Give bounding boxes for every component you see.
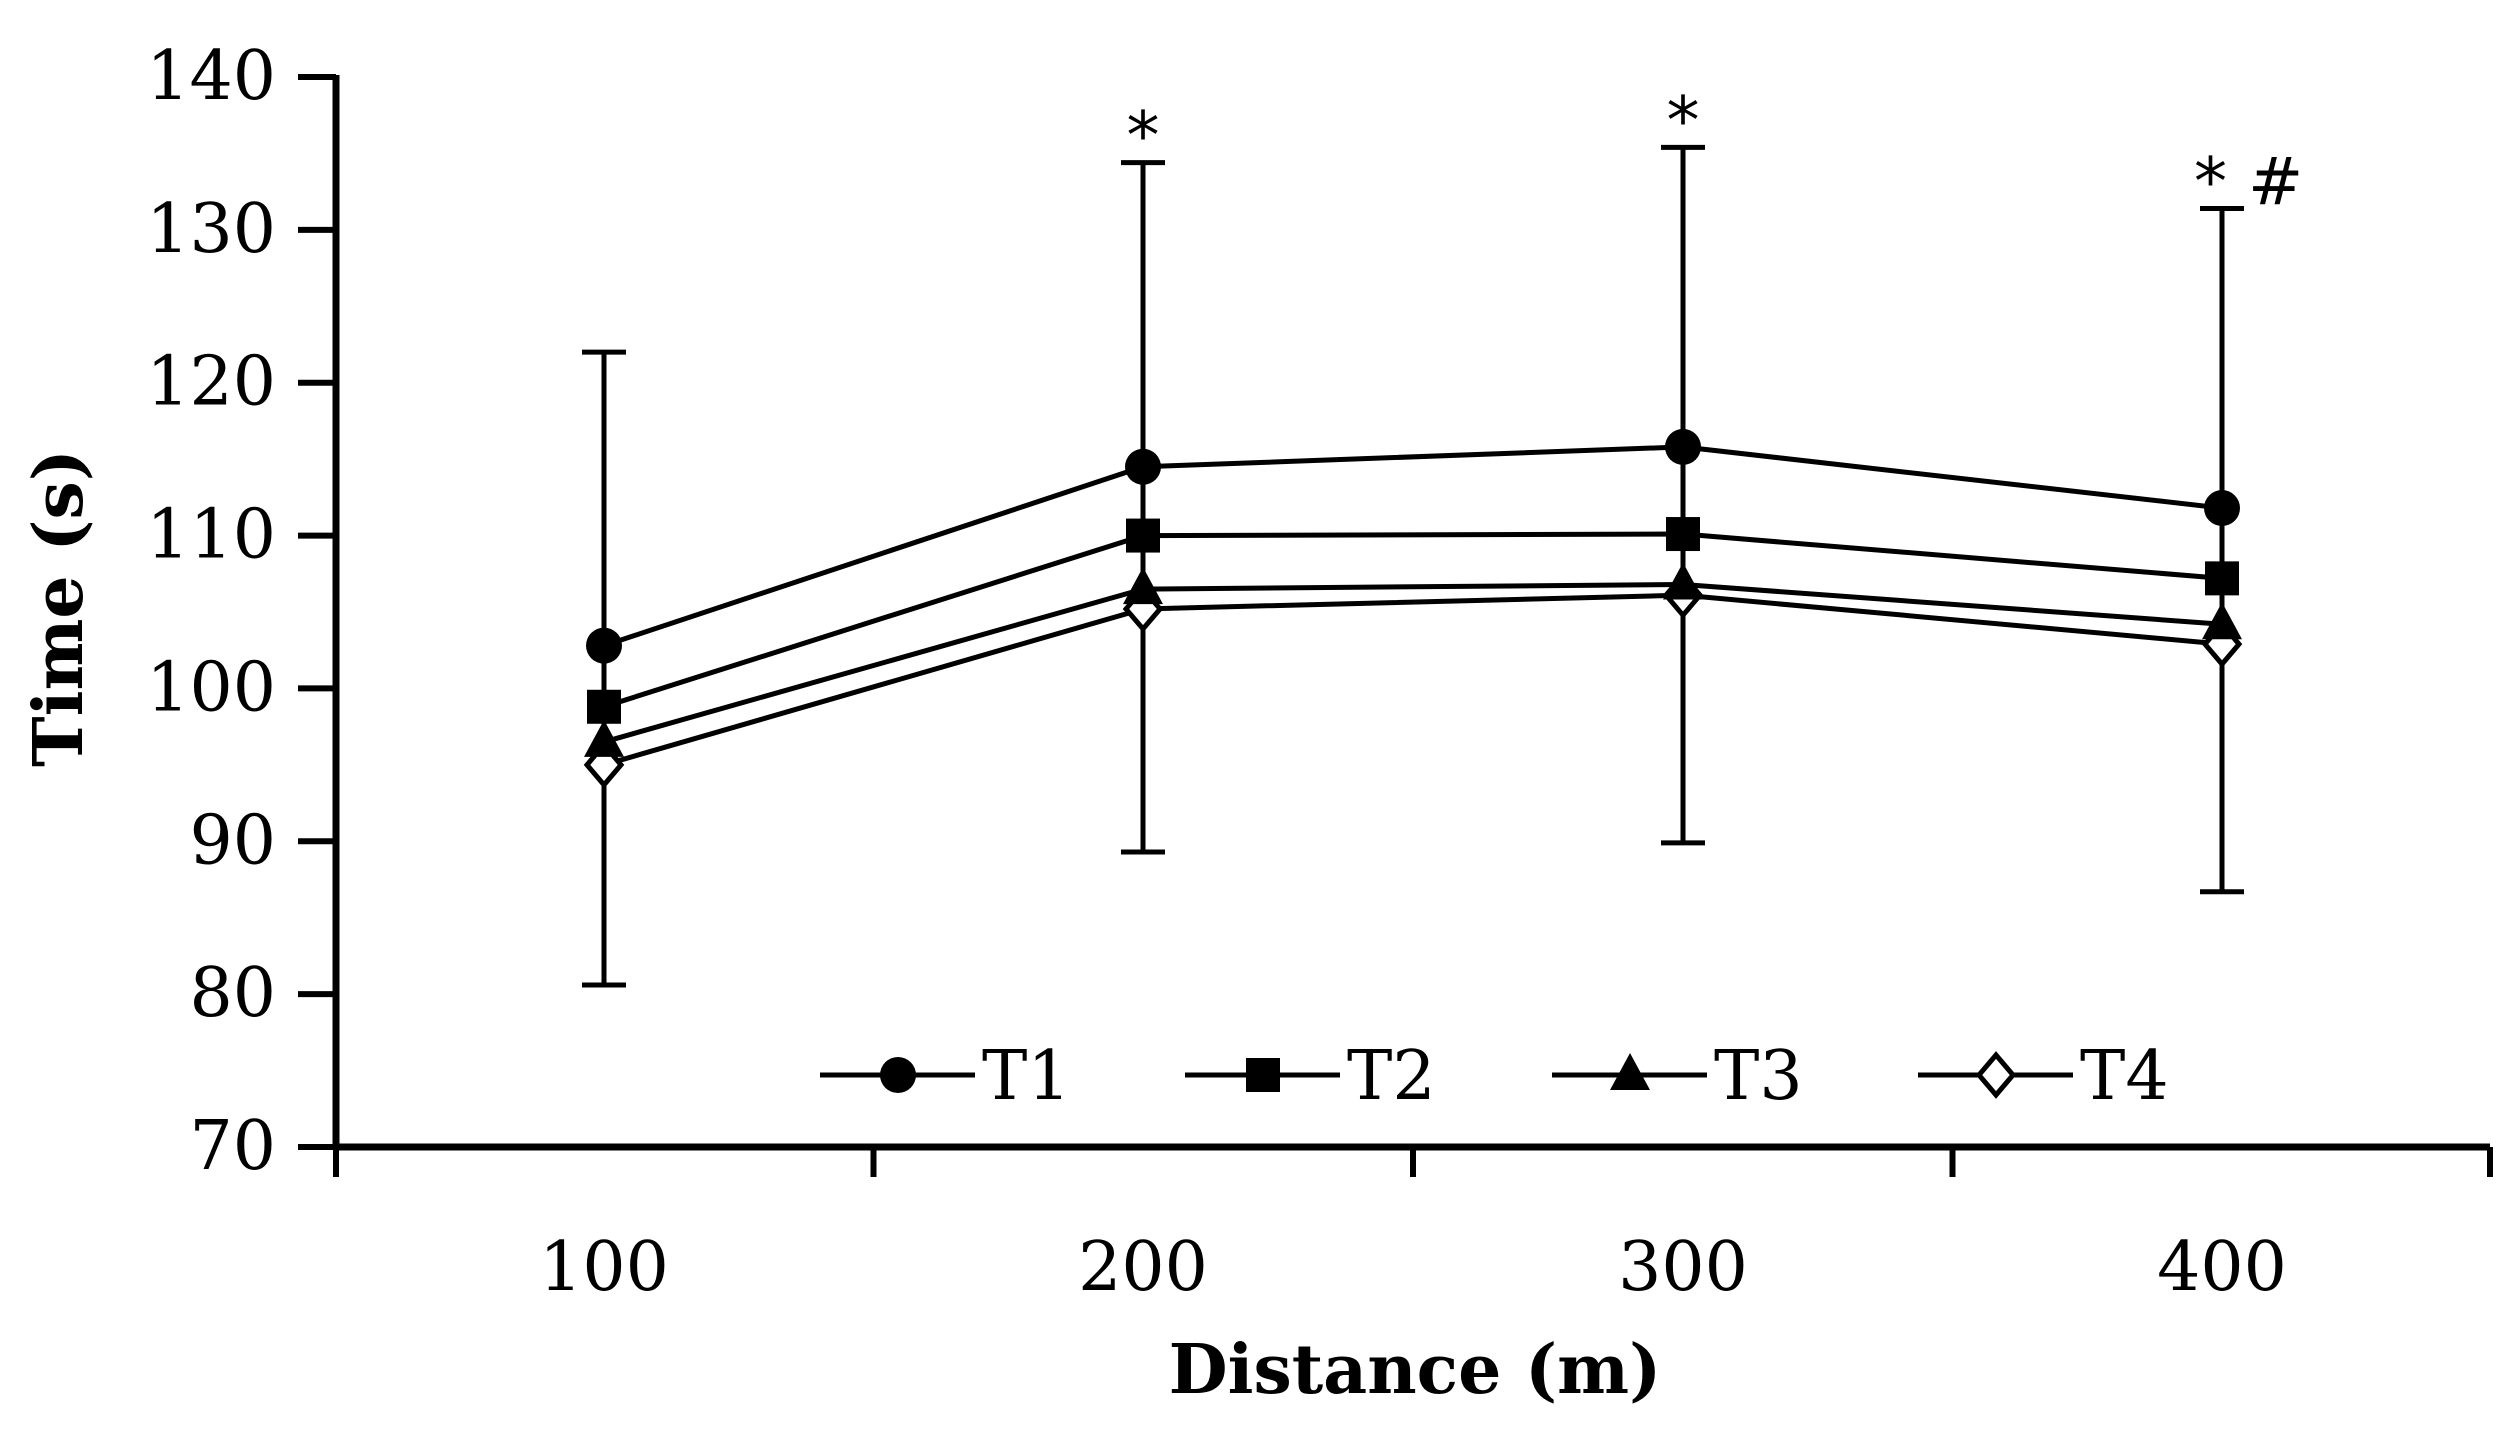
- data-point-t3: [1663, 562, 1703, 600]
- legend-label: T1: [982, 1037, 1071, 1116]
- y-tick-label: 130: [146, 190, 276, 269]
- data-point-t2: [2205, 561, 2239, 596]
- data-point-t2: [1666, 517, 1700, 552]
- data-point-t2: [587, 689, 621, 724]
- legend-marker-t3: [1610, 1053, 1650, 1090]
- legend: T1 T2 T3 T4: [820, 1037, 2169, 1116]
- data-point-t1: [1125, 448, 1161, 485]
- legend-marker-t1: [880, 1057, 916, 1093]
- y-tick-label: 90: [189, 801, 276, 880]
- series-line-t3: [603, 581, 2223, 745]
- y-tick-label: 140: [146, 37, 276, 116]
- y-axis-title: Time (s): [19, 449, 99, 767]
- data-point-t1: [1665, 428, 1701, 465]
- data-point-t3: [584, 719, 624, 757]
- y-tick-label: 120: [146, 343, 276, 422]
- y-tick-label: 80: [189, 954, 276, 1033]
- significance-marker: * #: [2194, 143, 2303, 220]
- legend-label: T4: [2080, 1037, 2169, 1116]
- series-line-t1: [603, 444, 2223, 649]
- data-point-t1: [586, 627, 622, 664]
- legend-marker-t2: [1246, 1058, 1280, 1092]
- data-point-t2: [1126, 518, 1160, 553]
- series-line-t4: [603, 592, 2223, 768]
- legend-label: T2: [1347, 1037, 1436, 1116]
- significance-marker: *: [1667, 82, 1700, 159]
- legend-marker-t4: [1975, 1051, 2017, 1099]
- x-axis-title: Distance (m): [1169, 1330, 1662, 1410]
- axes: 70 80 90 100 110 120 130 140 100 200 300 400: [146, 37, 2493, 1307]
- x-tick-label: 200: [1078, 1228, 1208, 1307]
- x-tick-label: 100: [539, 1228, 669, 1307]
- data-point-t1: [2204, 490, 2240, 527]
- x-tick-label: 400: [2157, 1228, 2287, 1307]
- legend-label: T3: [1714, 1037, 1803, 1116]
- error-bars: [582, 144, 2244, 988]
- significance-marker: *: [1127, 98, 1160, 175]
- series-line-halo: [602, 441, 2223, 651]
- annotations: * * * #: [1127, 82, 2304, 220]
- y-tick-label: 100: [146, 648, 276, 727]
- data-point-t3: [1123, 567, 1163, 605]
- series-line-t2: [603, 531, 2223, 710]
- series-layer: [583, 428, 2243, 789]
- x-tick-label: 300: [1618, 1228, 1748, 1307]
- data-point-t3: [2202, 602, 2242, 640]
- y-tick-label: 110: [146, 496, 276, 575]
- y-tick-label: 70: [189, 1107, 276, 1186]
